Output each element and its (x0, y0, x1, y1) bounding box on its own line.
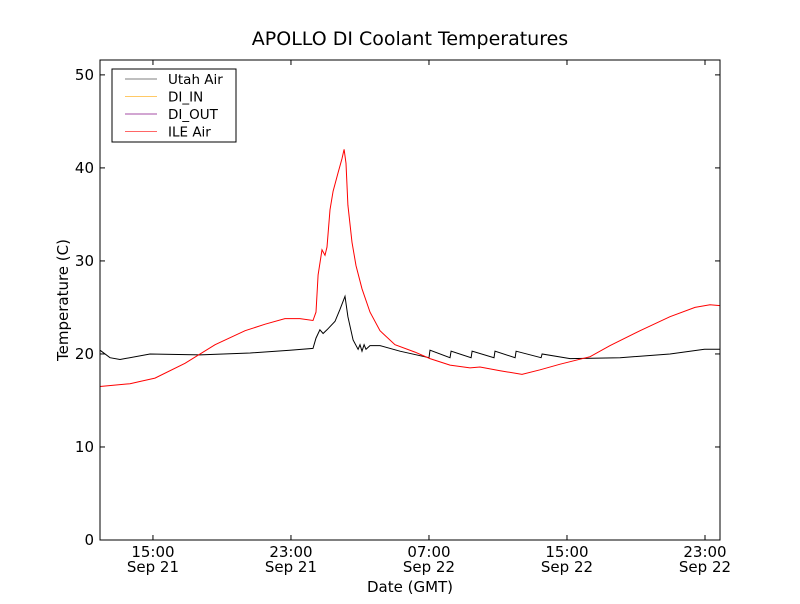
x-tick-label-time: 23:00 (683, 543, 726, 561)
y-tick-label: 40 (75, 159, 94, 177)
legend-label: DI_OUT (168, 107, 219, 123)
series-line-utah-air (99, 294, 720, 361)
x-tick-label-date: Sep 21 (127, 558, 179, 576)
plot-frame (99, 59, 721, 541)
y-tick-label: 10 (75, 438, 94, 456)
x-tick-label-time: 15:00 (545, 543, 588, 561)
legend-label: Utah Air (168, 72, 223, 88)
x-axis-label: Date (GMT) (367, 578, 453, 596)
chart-title: APOLLO DI Coolant Temperatures (252, 28, 568, 50)
x-tick-label-time: 07:00 (407, 543, 450, 561)
y-tick-label: 0 (84, 531, 94, 549)
y-axis-label: Temperature (C) (54, 239, 72, 362)
x-tick-label-date: Sep 21 (265, 558, 317, 576)
y-tick-label: 20 (75, 345, 94, 363)
x-tick-label-date: Sep 22 (541, 558, 593, 576)
y-tick-label: 30 (75, 252, 94, 270)
y-tick-label: 50 (75, 66, 94, 84)
series-layer (99, 149, 721, 387)
x-tick-label-date: Sep 22 (679, 558, 731, 576)
legend-label: DI_IN (168, 90, 203, 106)
x-tick-label-date: Sep 22 (403, 558, 455, 576)
legend-box (111, 68, 237, 143)
x-tick-label-time: 15:00 (131, 543, 174, 561)
x-tick-label-time: 23:00 (269, 543, 312, 561)
legend-label: ILE Air (168, 125, 211, 141)
series-line-ile-air (99, 149, 721, 387)
